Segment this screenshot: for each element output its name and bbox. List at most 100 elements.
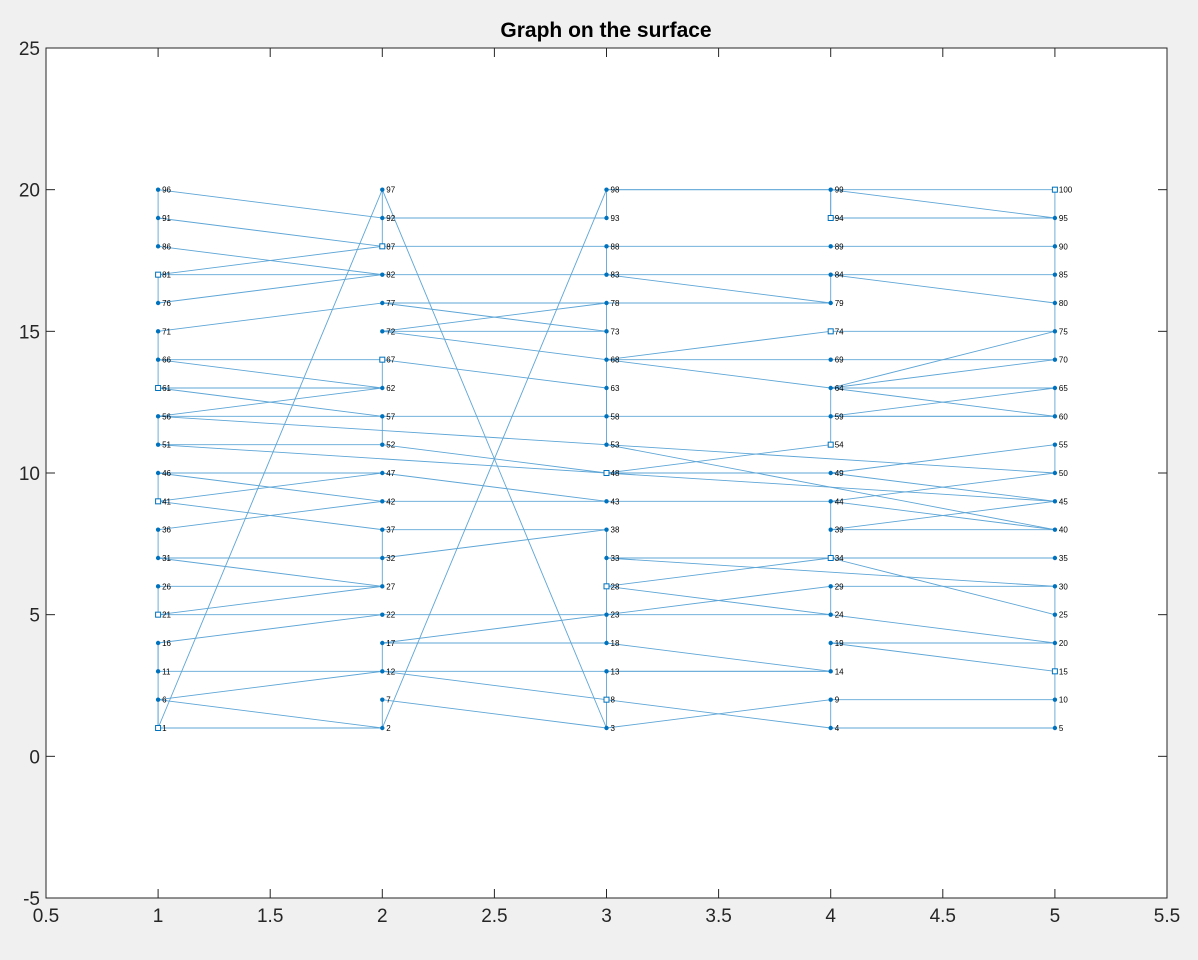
node-label-59: 59	[835, 412, 844, 421]
node-33	[604, 555, 609, 561]
node-61	[155, 385, 162, 391]
node-56	[155, 414, 161, 419]
node-53	[604, 442, 609, 447]
node-60	[1052, 414, 1058, 419]
node-label-62: 62	[386, 384, 395, 393]
node-label-11: 11	[162, 667, 171, 676]
node-label-98: 98	[611, 186, 620, 195]
y-tick-label: 0	[29, 747, 40, 768]
y-tick-label: 10	[19, 464, 40, 485]
edge-16-22	[158, 614, 383, 644]
node-label-99: 99	[835, 186, 844, 195]
node-label-27: 27	[386, 582, 395, 591]
node-4	[828, 725, 833, 731]
node-62	[380, 385, 385, 391]
node-label-66: 66	[162, 356, 171, 365]
node-69	[828, 357, 833, 362]
node-17	[380, 640, 385, 646]
node-label-30: 30	[1059, 582, 1068, 591]
node-92	[380, 215, 385, 221]
x-tick-label: 4	[825, 906, 836, 927]
node-label-60: 60	[1059, 412, 1068, 421]
edge-63-67	[382, 359, 607, 389]
node-66	[155, 357, 161, 362]
x-tick-label: 3	[601, 906, 612, 927]
y-tick-label: 5	[29, 606, 40, 627]
node-19	[828, 640, 833, 646]
node-label-53: 53	[611, 441, 620, 450]
node-label-37: 37	[386, 526, 395, 535]
edge-30-33	[606, 557, 1055, 587]
node-70	[1052, 357, 1058, 362]
node-39	[828, 527, 833, 532]
node-label-85: 85	[1059, 271, 1068, 280]
x-tick-label: 1.5	[257, 906, 283, 927]
node-67	[379, 356, 386, 363]
node-36	[155, 527, 161, 532]
edge-76-82	[158, 274, 383, 304]
node-42	[380, 499, 385, 504]
y-tick-label: 25	[19, 39, 40, 60]
node-83	[604, 272, 609, 277]
node-26	[155, 584, 161, 589]
node-label-15: 15	[1059, 667, 1068, 676]
node-label-47: 47	[386, 469, 395, 478]
node-65	[1052, 385, 1058, 391]
node-87	[379, 243, 386, 250]
node-label-46: 46	[162, 469, 171, 478]
node-label-12: 12	[386, 667, 395, 676]
node-52	[380, 442, 385, 447]
x-tick-label: 3.5	[705, 906, 731, 927]
node-74	[827, 328, 834, 335]
x-tick-label: 2.5	[481, 906, 507, 927]
node-40	[1052, 527, 1058, 532]
node-30	[1052, 584, 1058, 589]
node-label-2: 2	[386, 724, 391, 733]
node-label-68: 68	[611, 356, 620, 365]
edge-62-66	[158, 359, 383, 389]
node-95	[1052, 215, 1058, 221]
node-label-87: 87	[386, 242, 395, 251]
node-label-40: 40	[1059, 526, 1068, 535]
node-label-4: 4	[835, 724, 840, 733]
node-label-25: 25	[1059, 611, 1068, 620]
node-label-17: 17	[386, 639, 395, 648]
node-label-55: 55	[1059, 441, 1068, 450]
node-3	[604, 725, 609, 731]
node-label-1: 1	[162, 724, 167, 733]
node-label-80: 80	[1059, 299, 1068, 308]
node-97	[380, 187, 385, 192]
node-5	[1052, 725, 1058, 731]
node-label-45: 45	[1059, 497, 1068, 506]
edges-layer	[157, 189, 1056, 729]
node-88	[604, 244, 609, 249]
node-label-21: 21	[162, 611, 171, 620]
node-29	[828, 584, 833, 589]
node-label-54: 54	[835, 441, 844, 450]
node-7	[380, 697, 385, 702]
node-label-14: 14	[835, 667, 844, 676]
node-label-92: 92	[386, 214, 395, 223]
node-label-38: 38	[611, 526, 620, 535]
node-label-89: 89	[835, 242, 844, 251]
node-label-78: 78	[611, 299, 620, 308]
node-label-41: 41	[162, 497, 171, 506]
node-label-18: 18	[611, 639, 620, 648]
node-label-34: 34	[835, 554, 844, 563]
edge-27-31	[158, 557, 383, 587]
node-58	[604, 414, 609, 419]
node-75	[1052, 329, 1058, 334]
node-label-57: 57	[386, 412, 395, 421]
node-22	[380, 612, 385, 617]
edge-43-47	[382, 472, 607, 502]
node-63	[604, 385, 609, 391]
y-tick-label: 20	[19, 181, 40, 202]
node-59	[828, 414, 833, 419]
node-label-81: 81	[162, 271, 171, 280]
node-38	[604, 527, 609, 532]
edge-57-61	[158, 387, 383, 417]
x-tick-label: 1	[153, 906, 164, 927]
